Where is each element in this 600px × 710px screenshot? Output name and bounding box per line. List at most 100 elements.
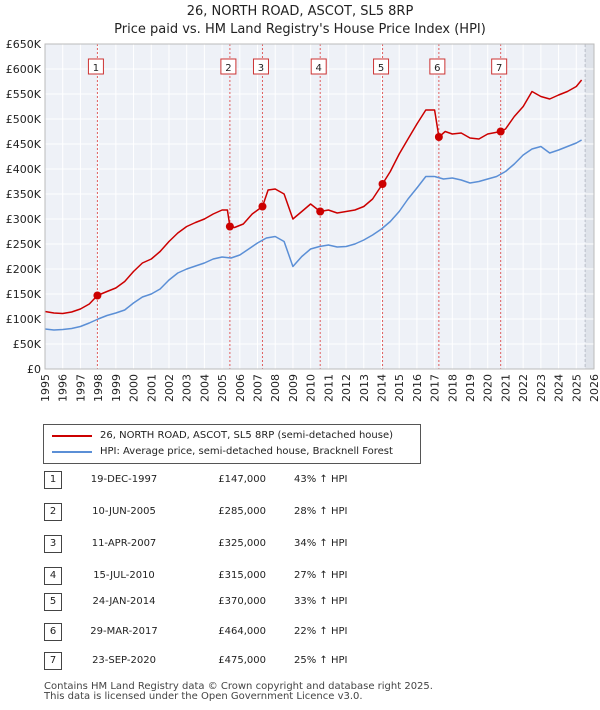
- sale-badge-box: [491, 58, 508, 75]
- sale-badge-box: [220, 58, 237, 75]
- chart-title: 26, NORTH ROAD, ASCOT, SL5 8RP: [186, 4, 414, 19]
- x-tick-label: 2018: [446, 374, 459, 402]
- x-tick-label: 2026: [588, 374, 600, 402]
- sale-badge-label: 6: [434, 63, 440, 74]
- x-tick-label: 2003: [181, 374, 194, 402]
- sale-price: £370,000: [218, 596, 266, 607]
- y-tick-label: £650K: [6, 38, 42, 51]
- sale-badge-label: 3: [258, 63, 264, 74]
- sale-point: [93, 291, 102, 300]
- sale-price: £147,000: [218, 474, 266, 485]
- y-tick-label: £550K: [6, 88, 42, 101]
- y-tick-label: £450K: [6, 138, 42, 151]
- plot-area: [45, 44, 594, 369]
- sale-badge-box: [252, 58, 269, 75]
- sale-badge: 1: [44, 471, 62, 489]
- x-tick-label: 2001: [145, 374, 158, 402]
- y-tick-label: £100K: [6, 313, 42, 326]
- x-tick-label: 1995: [39, 374, 52, 402]
- sale-hpi-change: 28% ↑ HPI: [294, 506, 348, 517]
- sale-point: [225, 222, 234, 231]
- x-tick-label: 2004: [198, 374, 211, 402]
- property-price-line: [44, 79, 583, 315]
- sale-badge-label: 4: [316, 63, 322, 74]
- x-tick-label: 2014: [375, 374, 388, 402]
- x-tick-label: 2017: [429, 374, 442, 402]
- sale-badge-label: 7: [496, 63, 502, 74]
- plot-border: [44, 43, 595, 370]
- sale-badge-box: [429, 58, 446, 75]
- x-tick-label: 1996: [57, 374, 70, 402]
- sale-badge-label: 2: [225, 63, 231, 74]
- x-tick-label: 2012: [340, 374, 353, 402]
- x-tick-label: 2011: [322, 374, 335, 402]
- sale-date: 19-DEC-1997: [90, 474, 158, 485]
- sale-badge: 7: [44, 652, 62, 670]
- x-tick-label: 1998: [92, 374, 105, 402]
- legend-swatch-hpi: [52, 451, 92, 453]
- attribution-line-2: This data is licensed under the Open Gov…: [44, 691, 363, 702]
- legend-label-property: 26, NORTH ROAD, ASCOT, SL5 8RP (semi-det…: [100, 430, 394, 441]
- y-tick-label: £200K: [6, 263, 42, 276]
- x-tick-label: 2025: [570, 374, 583, 402]
- legend-swatch-property: [52, 435, 92, 437]
- y-tick-label: £150K: [6, 288, 42, 301]
- y-tick-label: £50K: [13, 338, 42, 351]
- sale-hpi-change: 22% ↑ HPI: [294, 626, 348, 637]
- sale-point: [434, 133, 443, 141]
- sale-point: [316, 207, 325, 216]
- x-tick-label: 2020: [482, 374, 495, 402]
- sale-hpi-change: 25% ↑ HPI: [294, 655, 348, 666]
- x-tick-label: 1997: [74, 374, 87, 402]
- table-row: 5 24-JAN-2014 £370,000 33% ↑ HPI: [44, 592, 404, 612]
- attribution-line-1: Contains HM Land Registry data © Crown c…: [44, 681, 433, 692]
- chart-legend: 26, NORTH ROAD, ASCOT, SL5 8RP (semi-det…: [43, 424, 421, 464]
- x-tick-label: 2005: [216, 374, 229, 402]
- sale-badge-box: [87, 58, 104, 75]
- x-tick-label: 2021: [499, 374, 512, 402]
- sale-hpi-change: 27% ↑ HPI: [294, 570, 348, 581]
- sale-price: £315,000: [218, 570, 266, 581]
- x-tick-label: 2010: [305, 374, 318, 402]
- x-tick-label: 2002: [163, 374, 176, 402]
- sale-point: [378, 180, 387, 188]
- sale-badge-label: 5: [378, 63, 384, 74]
- sale-date: 23-SEP-2020: [92, 655, 156, 666]
- sale-price: £475,000: [218, 655, 266, 666]
- y-tick-label: £600K: [6, 63, 42, 76]
- y-tick-label: £300K: [6, 213, 42, 226]
- sale-badge-box: [310, 58, 327, 75]
- x-tick-label: 2023: [535, 374, 548, 402]
- table-row: 1 19-DEC-1997 £147,000 43% ↑ HPI: [44, 470, 404, 490]
- sale-hpi-change: 43% ↑ HPI: [294, 474, 348, 485]
- y-tick-label: £250K: [6, 238, 42, 251]
- sale-badge-label: 1: [93, 63, 99, 74]
- table-row: 7 23-SEP-2020 £475,000 25% ↑ HPI: [44, 651, 404, 671]
- sale-hpi-change: 33% ↑ HPI: [294, 596, 348, 607]
- sale-badge: 6: [44, 623, 62, 641]
- sale-hpi-change: 34% ↑ HPI: [294, 538, 348, 549]
- sale-price: £285,000: [218, 506, 266, 517]
- chart-subtitle: Price paid vs. HM Land Registry's House …: [114, 22, 486, 37]
- x-tick-label: 2016: [411, 374, 424, 402]
- attribution: Contains HM Land Registry data © Crown c…: [44, 682, 433, 702]
- y-tick-label: £350K: [6, 188, 42, 201]
- sale-price: £464,000: [218, 626, 266, 637]
- y-tick-label: £0: [27, 363, 41, 376]
- y-tick-label: £500K: [6, 113, 42, 126]
- sale-badge: 5: [44, 593, 62, 611]
- sale-badge: 4: [44, 567, 62, 585]
- legend-label-hpi: HPI: Average price, semi-detached house,…: [100, 446, 393, 457]
- sale-date: 29-MAR-2017: [90, 626, 158, 637]
- sale-point: [496, 127, 505, 136]
- x-tick-label: 2000: [128, 374, 141, 402]
- x-tick-label: 2008: [269, 374, 282, 402]
- sale-price: £325,000: [218, 538, 266, 549]
- x-tick-label: 2009: [287, 374, 300, 402]
- y-tick-label: £400K: [6, 163, 42, 176]
- price-chart: £0 £50K £100K £150K £200K £250K £300K £350K £400…: [6, 38, 600, 402]
- forecast-region: [585, 44, 594, 369]
- sale-point: [258, 202, 267, 211]
- sale-date: 15-JUL-2010: [93, 570, 155, 581]
- x-tick-label: 2007: [252, 374, 265, 402]
